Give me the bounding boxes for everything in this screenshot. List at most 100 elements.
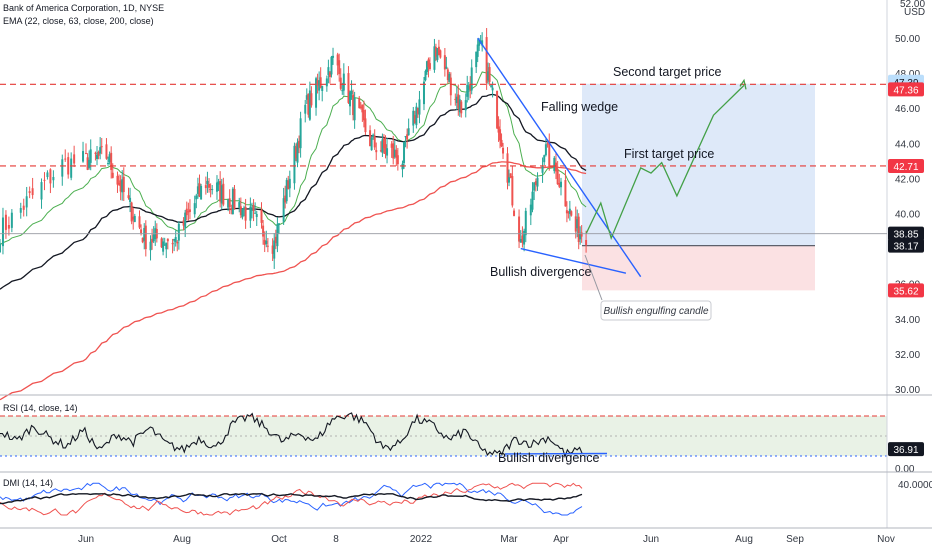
- candle: [278, 223, 280, 234]
- time-axis-tick: Jun: [643, 534, 659, 545]
- candle: [255, 210, 258, 227]
- candle: [64, 149, 67, 162]
- candle-body: [7, 225, 10, 229]
- candle: [184, 209, 187, 238]
- falling-wedge-label: Falling wedge: [541, 100, 618, 114]
- candle-body: [294, 146, 297, 159]
- candle-body: [1, 217, 4, 247]
- candle: [206, 171, 209, 193]
- candle-body: [330, 56, 333, 75]
- candle: [553, 156, 556, 174]
- candle-body: [358, 98, 361, 109]
- candle-body: [434, 46, 437, 57]
- price-axis-tick: 44.00: [895, 139, 920, 150]
- candle: [262, 219, 265, 245]
- candle: [73, 145, 76, 168]
- candle-body: [506, 153, 509, 183]
- candle-body: [265, 240, 268, 244]
- candle: [485, 28, 488, 90]
- candle: [193, 195, 196, 218]
- candle-body: [509, 173, 512, 178]
- candle-body: [118, 182, 121, 185]
- candle-body: [508, 177, 510, 183]
- candle-body: [548, 142, 551, 167]
- candle-body: [567, 212, 570, 214]
- candle: [401, 160, 404, 178]
- candle-body: [531, 191, 534, 210]
- candle-body: [185, 208, 188, 216]
- candle: [287, 175, 290, 190]
- candle-body: [412, 110, 415, 126]
- candle: [239, 197, 242, 219]
- candle: [359, 102, 362, 110]
- candle: [116, 171, 119, 193]
- candle-body: [350, 90, 353, 95]
- candle-body: [529, 204, 532, 216]
- candle-body: [165, 242, 168, 250]
- candle-body: [287, 180, 290, 190]
- candle-body: [488, 67, 491, 82]
- candle: [304, 99, 307, 123]
- projection-arrowhead: [739, 78, 747, 90]
- candle: [464, 93, 467, 118]
- candle: [506, 147, 509, 190]
- currency-label: USD: [904, 7, 925, 18]
- candle-body: [502, 147, 505, 154]
- candle: [299, 111, 302, 158]
- candle-body: [481, 40, 484, 46]
- candle-body: [518, 216, 521, 242]
- candle: [86, 153, 89, 171]
- candle: [546, 140, 549, 148]
- candle-body: [487, 71, 490, 81]
- candle-body: [296, 142, 299, 163]
- candle: [445, 56, 448, 70]
- candle-body: [523, 230, 526, 245]
- candle: [43, 172, 46, 191]
- candle-body: [284, 195, 287, 203]
- candle: [457, 84, 460, 116]
- candle: [254, 202, 257, 214]
- candle: [415, 102, 418, 129]
- projected-price-path: [585, 84, 745, 241]
- candle: [490, 84, 493, 88]
- candle: [350, 80, 353, 100]
- candle-body: [519, 239, 522, 243]
- candle-body: [22, 205, 25, 210]
- candle: [196, 177, 199, 199]
- candle: [543, 154, 546, 165]
- candle: [390, 141, 393, 158]
- price-badge: 47.36: [888, 82, 924, 97]
- candle: [82, 141, 85, 163]
- candle: [231, 187, 234, 215]
- candle-body: [299, 118, 302, 149]
- candle-body: [122, 176, 125, 192]
- candle: [413, 110, 416, 124]
- candle: [307, 93, 310, 118]
- candle-body: [208, 183, 211, 188]
- candle: [518, 209, 521, 249]
- price-badge-value: 47.36: [893, 85, 918, 96]
- candle-body: [288, 178, 291, 189]
- candle: [328, 71, 331, 84]
- candle-body: [332, 55, 335, 58]
- candle: [121, 170, 124, 201]
- candle: [185, 201, 188, 221]
- time-axis-tick: 2022: [410, 534, 433, 545]
- candle: [336, 52, 339, 76]
- candle-body: [151, 238, 154, 243]
- candle-body: [392, 143, 395, 159]
- ema-200-line: [0, 161, 587, 401]
- candle-body: [406, 134, 409, 140]
- candle-body: [143, 228, 146, 241]
- candle-body: [105, 144, 108, 159]
- candle-body: [96, 154, 99, 159]
- engulfing-callout: Bullish engulfing candle: [600, 300, 712, 321]
- candle: [403, 141, 406, 169]
- price-badge: 38.85: [888, 226, 924, 241]
- candle-body: [0, 243, 1, 253]
- candle-body: [230, 208, 233, 211]
- candle-body: [319, 77, 322, 88]
- candle-body: [19, 208, 22, 213]
- candle: [119, 175, 122, 201]
